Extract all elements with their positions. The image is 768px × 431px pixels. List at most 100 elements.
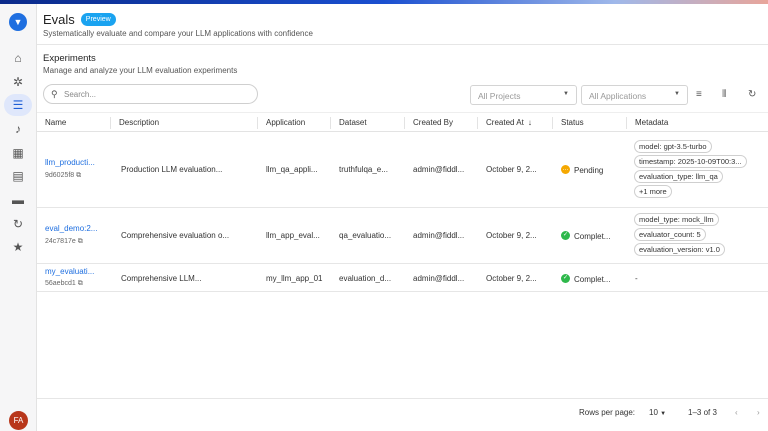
col-application[interactable]: Application <box>266 118 306 127</box>
col-created-by[interactable]: Created By <box>413 118 454 127</box>
brain-icon[interactable]: ✲ <box>12 75 24 89</box>
col-description[interactable]: Description <box>119 118 160 127</box>
next-page-icon[interactable]: › <box>757 408 760 417</box>
sidebar: ▼ ⌂ ✲ ☰ ♪ ▦ ▤ ▬ ↻ ★ FA <box>0 4 37 431</box>
section-title: Experiments <box>43 53 96 64</box>
refresh-icon[interactable]: ↻ <box>748 89 757 100</box>
search-placeholder: Search... <box>64 90 97 99</box>
created-at: October 9, 2... <box>486 231 537 240</box>
chart-icon[interactable]: ▤ <box>12 169 24 183</box>
experiment-name-link[interactable]: eval_demo:2... <box>45 224 98 233</box>
status: ✓ Complet... <box>561 274 610 284</box>
dashboard-icon[interactable]: ▦ <box>12 146 24 160</box>
logo-icon[interactable]: ▼ <box>9 13 27 31</box>
pending-icon: … <box>561 165 570 174</box>
created-at: October 9, 2... <box>486 274 537 283</box>
experiment-name-link[interactable]: my_evaluati... <box>45 267 95 276</box>
star-icon[interactable]: ★ <box>12 240 24 254</box>
evals-icon[interactable]: ☰ <box>4 94 32 116</box>
metadata-chip: model_type: mock_llm <box>634 213 719 226</box>
col-dataset[interactable]: Dataset <box>339 118 367 127</box>
status-text: Complet... <box>574 232 611 241</box>
metadata-chip: evaluator_count: 5 <box>634 228 706 241</box>
columns-icon[interactable]: ⦀ <box>722 89 727 100</box>
col-name[interactable]: Name <box>45 118 67 127</box>
preview-badge: Preview <box>80 13 116 26</box>
metadata: model_type: mock_llm evaluator_count: 5 … <box>634 213 725 258</box>
caret-down-icon: ▼ <box>660 411 667 417</box>
description: Comprehensive LLM... <box>121 274 202 283</box>
copy-icon[interactable]: ⧉ <box>77 280 83 287</box>
application: my_llm_app_01 <box>266 274 323 283</box>
experiment-hash: 56aebcd1 ⧉ <box>45 280 83 288</box>
home-icon[interactable]: ⌂ <box>14 51 22 65</box>
status-text: Pending <box>574 166 604 175</box>
created-by: admin@fiddl... <box>413 165 465 174</box>
title-group: Evals Preview <box>43 12 116 27</box>
search-icon: ⚲ <box>51 89 58 99</box>
section-subtitle: Manage and analyze your LLM evaluation e… <box>43 66 238 75</box>
col-metadata[interactable]: Metadata <box>635 118 669 127</box>
metadata-chip: evaluation_version: v1.0 <box>634 243 725 256</box>
table-row[interactable]: eval_demo:2... 24c7817e ⧉ Comprehensive … <box>37 208 768 264</box>
description: Production LLM evaluation... <box>121 165 223 174</box>
rows-per-page-select[interactable]: 10 ▼ <box>649 408 666 417</box>
projects-select-value: All Projects <box>478 91 521 101</box>
rows-per-page-value: 10 <box>649 408 658 417</box>
metadata-chip: timestamp: 2025-10-09T00:3... <box>634 155 747 168</box>
metadata: model: gpt-3.5-turbo timestamp: 2025-10-… <box>634 140 747 200</box>
metadata-chip: model: gpt-3.5-turbo <box>634 140 712 153</box>
col-created-at[interactable]: Created At <box>486 118 524 127</box>
filter-icon[interactable]: ≡ <box>696 89 702 100</box>
applications-select[interactable]: All Applications ▼ <box>581 85 688 105</box>
created-by: admin@fiddl... <box>413 231 465 240</box>
dataset: qa_evaluatio... <box>339 231 392 240</box>
application: llm_qa_appli... <box>266 165 318 174</box>
col-created-at-cell[interactable]: Created At ↓ <box>486 118 532 127</box>
dataset: evaluation_d... <box>339 274 392 283</box>
dataset: truthfulqa_e... <box>339 165 388 174</box>
table-pagination: Rows per page: 10 ▼ 1–3 of 3 ‹ › <box>37 398 768 417</box>
status: ✓ Complet... <box>561 231 610 241</box>
hash-text: 24c7817e <box>45 238 76 245</box>
bell-icon[interactable]: ♪ <box>15 122 21 136</box>
copy-icon[interactable]: ⧉ <box>76 172 82 179</box>
prev-page-icon[interactable]: ‹ <box>735 408 738 417</box>
metadata-chip: evaluation_type: llm_qa <box>634 170 723 183</box>
page-header: Evals Preview Systematically evaluate an… <box>37 4 768 45</box>
more-metadata-chip[interactable]: +1 more <box>634 185 672 198</box>
rows-per-page-label: Rows per page: <box>579 408 636 417</box>
page-subtitle: Systematically evaluate and compare your… <box>43 29 313 38</box>
applications-select-value: All Applications <box>589 91 647 101</box>
experiment-hash: 9d6025f8 ⧉ <box>45 172 81 180</box>
status: … Pending <box>561 165 603 175</box>
table-header: Name Description Application Dataset Cre… <box>37 112 768 132</box>
table-row[interactable]: my_evaluati... 56aebcd1 ⧉ Comprehensive … <box>37 264 768 292</box>
folder-icon[interactable]: ▬ <box>12 193 24 207</box>
main: Evals Preview Systematically evaluate an… <box>37 4 768 431</box>
check-circle-icon: ✓ <box>561 231 570 240</box>
sort-arrow-icon[interactable]: ↓ <box>527 118 532 127</box>
application: llm_app_eval... <box>266 231 320 240</box>
page-range: 1–3 of 3 <box>688 408 717 417</box>
description: Comprehensive evaluation o... <box>121 231 230 240</box>
table-row[interactable]: llm_producti... 9d6025f8 ⧉ Production LL… <box>37 132 768 208</box>
caret-down-icon: ▼ <box>674 91 680 97</box>
status-text: Complet... <box>574 275 611 284</box>
caret-down-icon: ▼ <box>563 91 569 97</box>
hash-text: 56aebcd1 <box>45 280 76 287</box>
experiment-hash: 24c7817e ⧉ <box>45 238 83 246</box>
avatar[interactable]: FA <box>9 411 28 430</box>
created-by: admin@fiddl... <box>413 274 465 283</box>
copy-icon[interactable]: ⧉ <box>77 238 83 245</box>
history-icon[interactable]: ↻ <box>12 217 24 231</box>
col-status[interactable]: Status <box>561 118 584 127</box>
search-input[interactable]: ⚲ Search... <box>43 84 258 104</box>
experiment-name-link[interactable]: llm_producti... <box>45 158 95 167</box>
projects-select[interactable]: All Projects ▼ <box>470 85 577 105</box>
page-title: Evals <box>43 12 75 27</box>
created-at: October 9, 2... <box>486 165 537 174</box>
top-gradient-bar <box>0 0 768 4</box>
check-circle-icon: ✓ <box>561 274 570 283</box>
metadata-empty: - <box>635 274 638 283</box>
